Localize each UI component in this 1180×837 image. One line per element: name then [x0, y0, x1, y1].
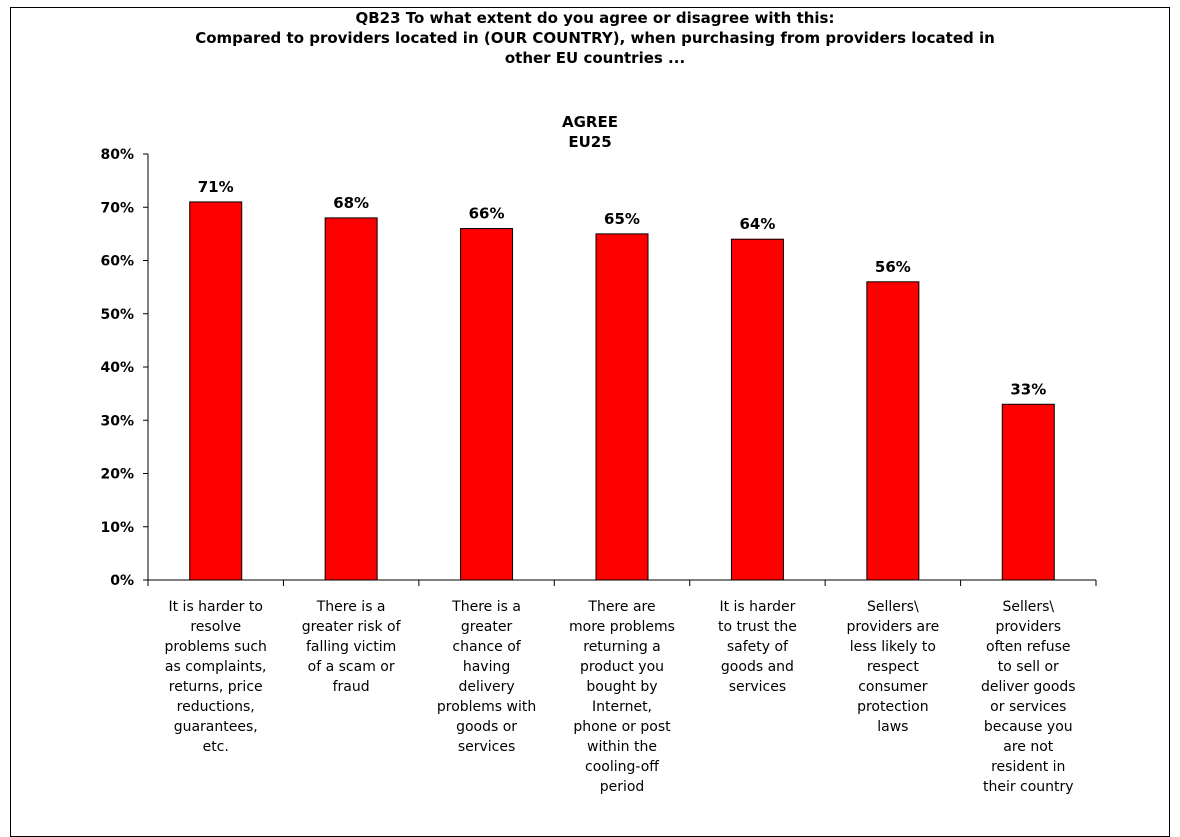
category-label: Sellers\ providers are less likely to respe…: [826, 597, 960, 737]
category-label-line: of a scam or: [307, 659, 395, 675]
category-label-line: returning a: [583, 639, 661, 655]
category-label-line: goods and: [720, 659, 794, 675]
category-label-line: Sellers\: [867, 599, 919, 615]
category-label-line: consumer: [858, 679, 928, 695]
category-label-line: Internet,: [591, 699, 653, 715]
category-label-line: or services: [990, 699, 1067, 715]
title-line: other EU countries ...: [504, 49, 686, 67]
bar-value-label: 66%: [469, 205, 505, 223]
category-label-line: Sellers\: [1002, 599, 1055, 615]
category-label: It is harder to trust the safety of goods a…: [690, 597, 824, 697]
category-label-line: reductions,: [176, 699, 255, 715]
y-tick-label: 50%: [100, 307, 134, 323]
category-label-line: are not: [1003, 739, 1054, 755]
category-label-line: period: [599, 779, 645, 795]
category-label-line: chance of: [452, 639, 521, 655]
bar: [1001, 403, 1055, 581]
category-label-line: within the: [587, 739, 657, 755]
category-label-line: There is a: [316, 599, 386, 615]
chart-title: QB23 To what extent do you agree or disa…: [60, 8, 1130, 68]
category-label-line: There is a: [452, 599, 521, 615]
category-label-line: safety of: [726, 639, 788, 655]
bar: [324, 217, 378, 581]
category-label: There are more problems returning a product…: [555, 597, 689, 797]
bar-value-label: 71%: [198, 178, 234, 196]
category-label-line: etc.: [202, 739, 229, 755]
category-label-line: less likely to: [849, 639, 936, 655]
category-label-line: resolve: [190, 619, 242, 635]
bar: [730, 238, 784, 581]
category-label-line: deliver goods: [980, 679, 1076, 695]
bar-value-label: 64%: [739, 215, 775, 233]
bar: [866, 281, 920, 581]
title-line: QB23 To what extent do you agree or disa…: [355, 9, 835, 27]
category-label-line: product you: [579, 659, 665, 675]
category-label-line: delivery: [458, 679, 515, 695]
category-label-line: as complaints,: [164, 659, 267, 675]
category-label-line: phone or post: [573, 719, 671, 735]
y-tick-label: 0%: [110, 573, 134, 589]
category-label-line: respect: [866, 659, 919, 675]
category-label-line: protection: [857, 699, 929, 715]
y-tick-label: 80%: [100, 147, 134, 163]
bar: [460, 228, 514, 581]
category-label-line: services: [728, 679, 787, 695]
bar: [189, 201, 243, 581]
bar-value-label: 33%: [1010, 380, 1046, 398]
y-tick-label: 20%: [100, 467, 134, 483]
category-label-line: greater risk of: [301, 619, 401, 635]
bar-value-label: 56%: [875, 258, 911, 276]
category-label-line: falling victim: [306, 639, 397, 655]
category-label-line: services: [457, 739, 516, 755]
y-tick-label: 30%: [100, 413, 134, 429]
chart-subtitle: AGREE EU25: [490, 112, 690, 152]
subtitle-line: EU25: [568, 133, 612, 151]
category-label-line: It is harder: [719, 599, 796, 615]
category-label-line: laws: [877, 719, 909, 735]
bar: [595, 233, 649, 581]
category-label-line: greater: [460, 619, 513, 635]
category-label-line: bought by: [586, 679, 658, 695]
title-line: Compared to providers located in (OUR CO…: [195, 29, 995, 47]
y-tick-label: 60%: [100, 254, 134, 270]
y-tick-label: 10%: [100, 520, 134, 536]
bar-value-label: 68%: [333, 194, 369, 212]
category-label-line: providers are: [846, 619, 940, 635]
category-label-line: providers: [995, 619, 1062, 635]
category-label-line: having: [462, 659, 511, 675]
category-label-line: to sell or: [997, 659, 1059, 675]
category-label: Sellers\ providers often refuse to sell or d…: [961, 597, 1095, 797]
y-tick-label: 70%: [100, 200, 134, 216]
category-label: There is a greater chance of having delivery…: [420, 597, 554, 757]
category-label-line: cooling-off: [585, 759, 659, 775]
category-label-line: their country: [982, 779, 1074, 795]
category-label-line: problems such: [164, 639, 267, 655]
category-label: It is harder to resolve problems such as co…: [149, 597, 283, 757]
category-label-line: resident in: [991, 759, 1066, 775]
category-label-line: more problems: [569, 619, 675, 635]
category-label-line: because you: [983, 719, 1073, 735]
category-label-line: problems with: [436, 699, 537, 715]
category-label-line: to trust the: [718, 619, 797, 635]
subtitle-line: AGREE: [562, 113, 618, 131]
category-label-line: There are: [588, 599, 656, 615]
category-label-line: goods or: [456, 719, 518, 735]
category-label: There is a greater risk of falling victim o…: [284, 597, 418, 697]
category-label-line: It is harder to: [168, 599, 263, 615]
category-label-line: guarantees,: [173, 719, 258, 735]
category-label-line: often refuse: [986, 639, 1071, 655]
y-tick-label: 40%: [100, 360, 134, 376]
bar-value-label: 65%: [604, 210, 640, 228]
category-label-line: returns, price: [168, 679, 263, 695]
category-label-line: fraud: [332, 679, 370, 695]
